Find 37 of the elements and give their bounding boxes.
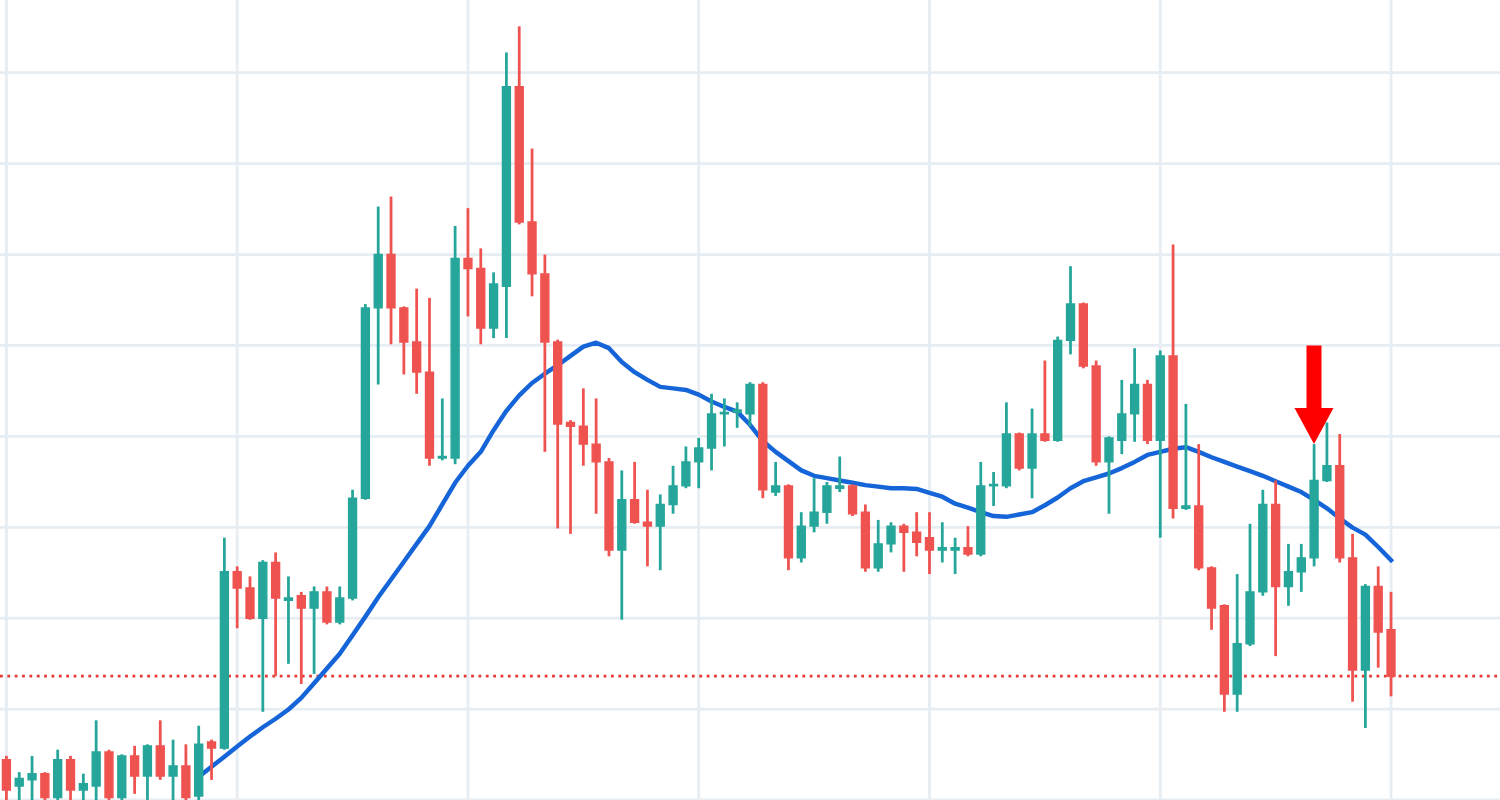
candlestick: [270, 551, 281, 678]
candlestick: [1014, 431, 1024, 472]
candlestick: [1027, 407, 1037, 500]
candlestick: [322, 585, 332, 626]
candlestick: [706, 392, 717, 472]
candlestick: [155, 718, 165, 782]
candlestick: [53, 748, 63, 800]
candlestick: [1129, 346, 1140, 444]
candlestick: [770, 460, 781, 498]
candlestick: [283, 575, 294, 666]
candlestick: [488, 270, 499, 340]
candlestick: [565, 418, 576, 536]
candlestick: [1040, 359, 1050, 444]
candlestick: [309, 585, 319, 676]
candlestick: [181, 742, 191, 800]
candlestick: [847, 482, 858, 518]
candlestick: [1206, 564, 1217, 632]
candlestick: [117, 752, 127, 800]
candlestick: [142, 742, 153, 800]
candlestick: [335, 585, 345, 626]
candlestick: [168, 738, 178, 800]
candlestick: [924, 510, 935, 576]
candlestick: [1283, 542, 1294, 608]
candlestick: [642, 488, 653, 568]
candlestick: [629, 460, 640, 526]
candlestick: [963, 524, 973, 558]
candlestick: [1, 754, 12, 800]
candlestick: [129, 744, 140, 796]
candlestick: [296, 590, 306, 686]
candlestick: [104, 748, 114, 800]
candlestick: [40, 770, 50, 800]
candlestick: [65, 754, 76, 800]
candlestick: [1181, 402, 1191, 512]
candlestick: [1065, 264, 1076, 356]
candlestick: [988, 470, 999, 508]
candlestick: [719, 397, 730, 448]
candlestick: [206, 738, 217, 782]
